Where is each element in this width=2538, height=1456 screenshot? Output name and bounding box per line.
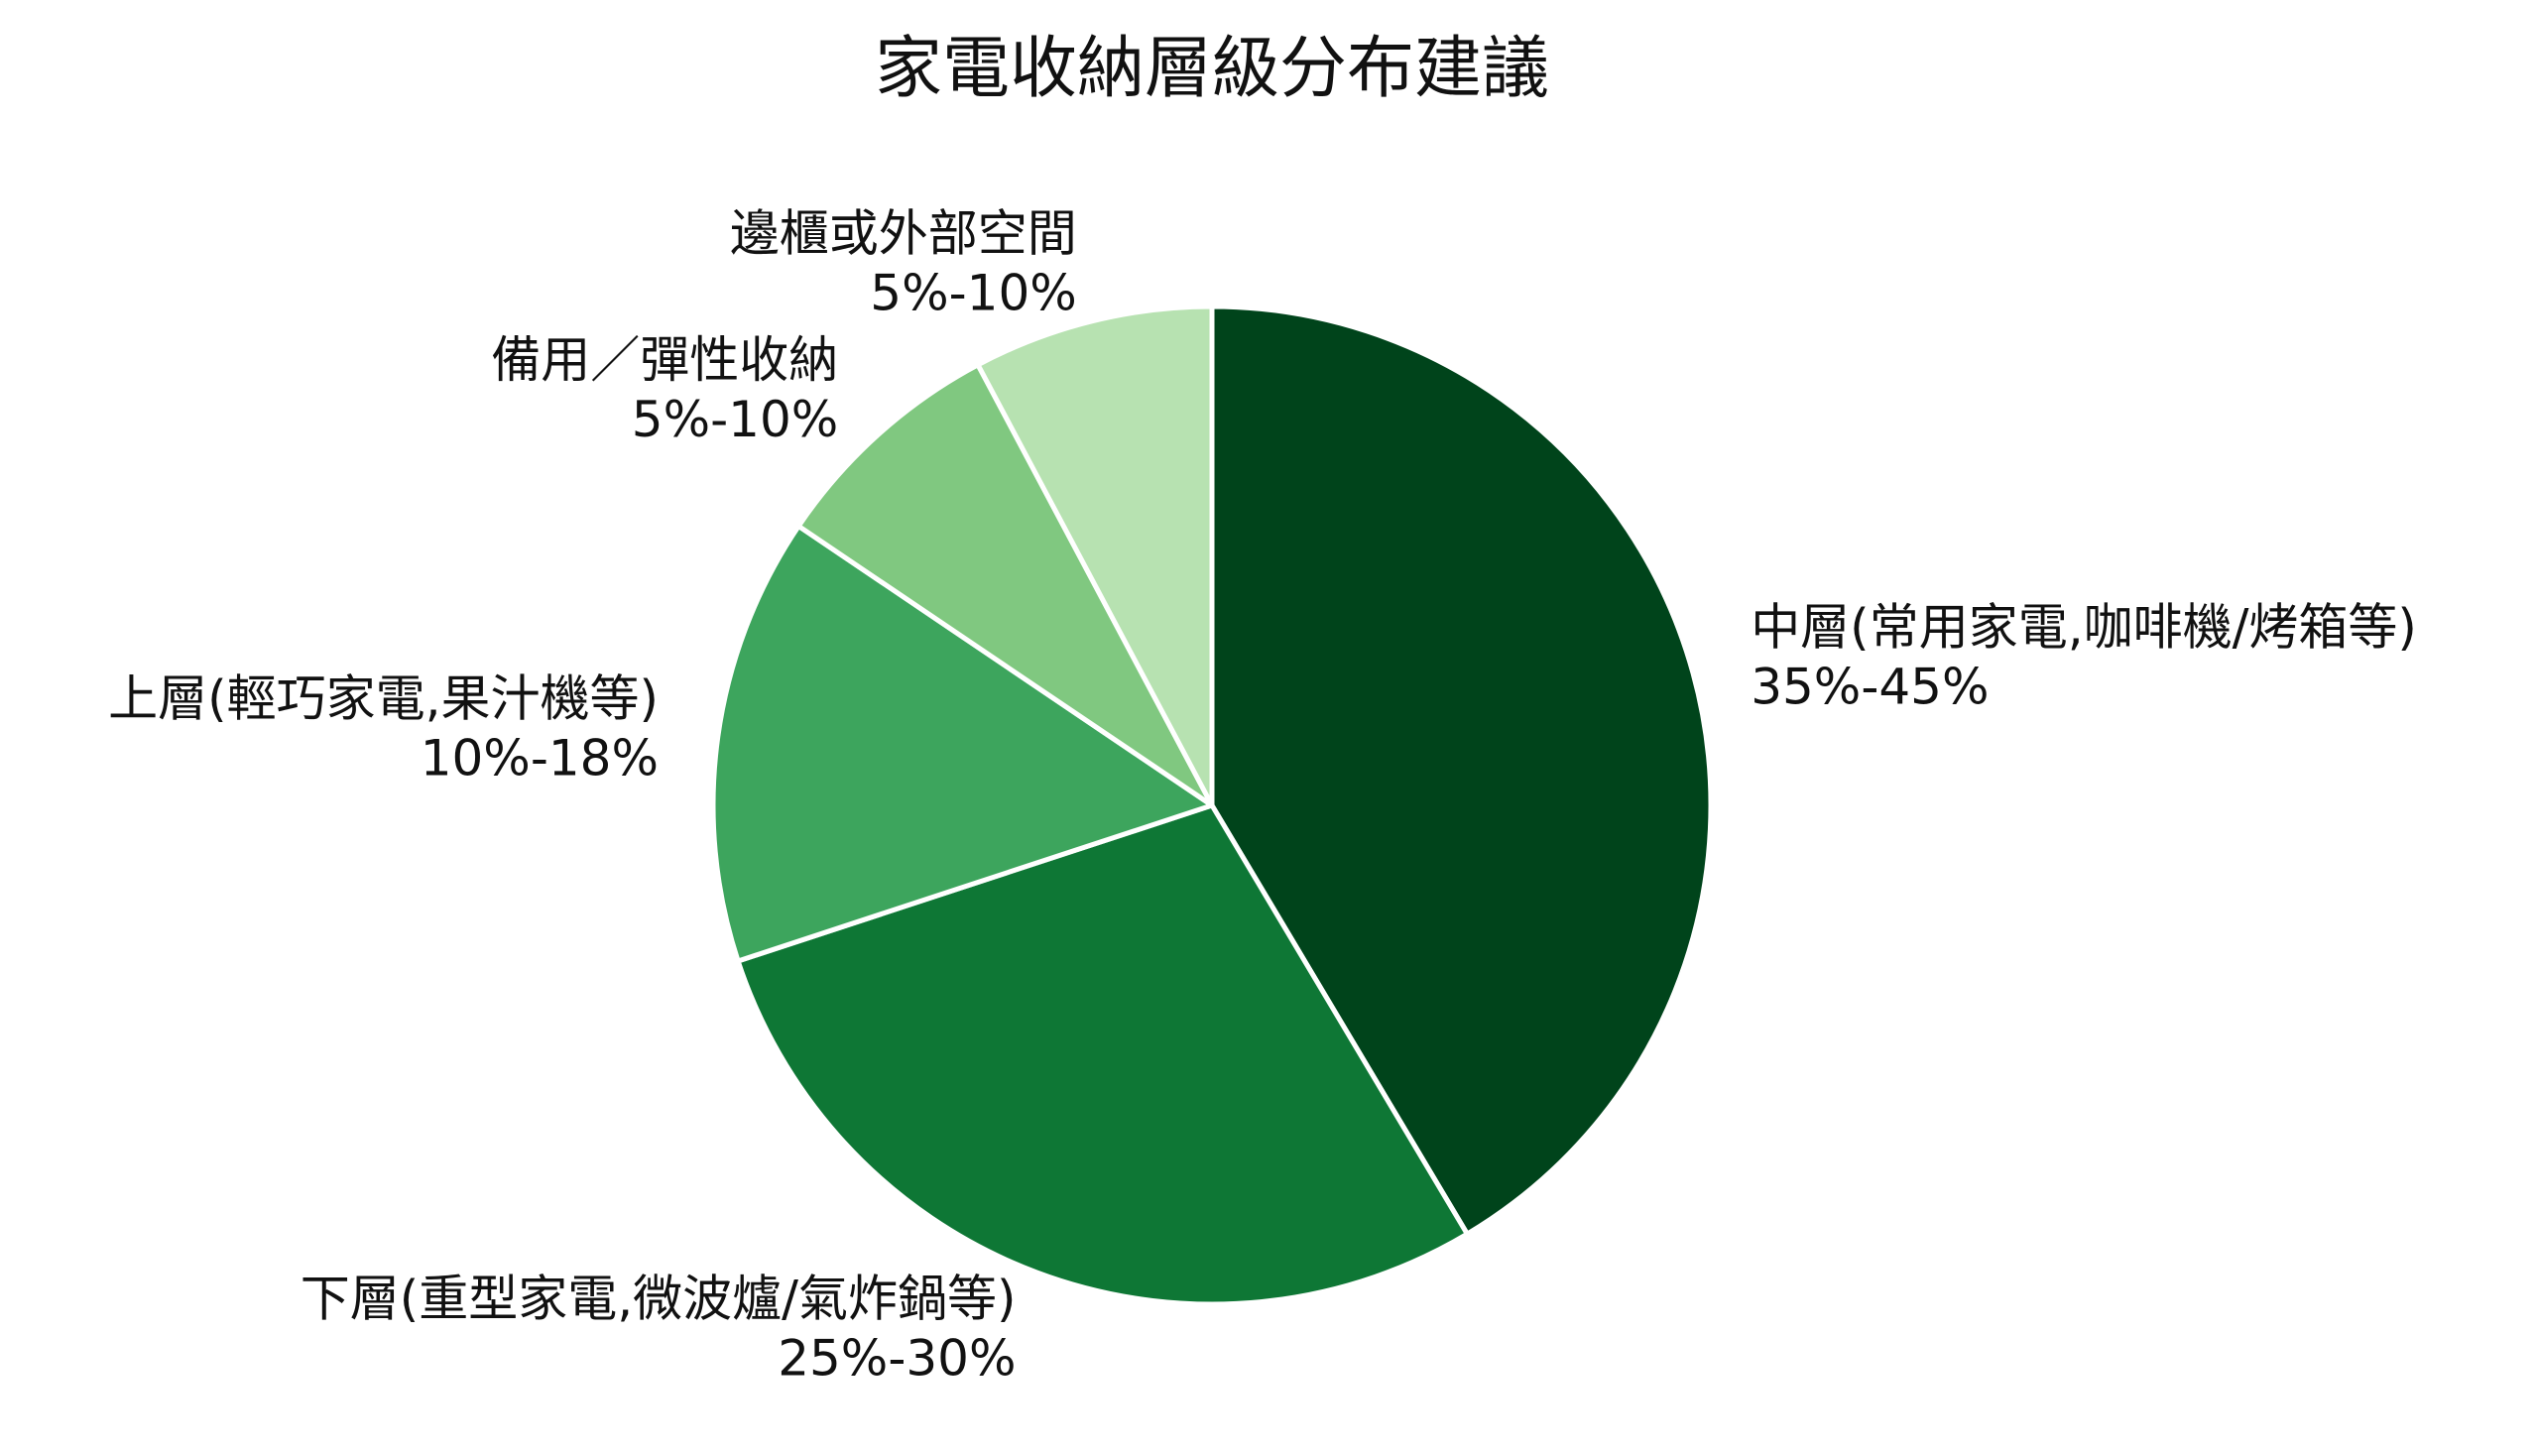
slice-label: 下層(重型家電,微波爐/氣炸鍋等)	[301, 1271, 1017, 1328]
pie-slices	[710, 303, 1714, 1307]
pie-slice	[735, 802, 1470, 1307]
slice-label: 中層(常用家電,咖啡機/烤箱等)	[1751, 599, 2417, 657]
pie-slice	[795, 362, 1215, 808]
slice-label: 邊櫃或外部空間	[730, 204, 1077, 262]
slice-label: 備用／彈性收納	[491, 331, 838, 389]
slice-range-label: 10%-18%	[421, 729, 659, 787]
slice-label: 上層(輕巧家電,果汁機等)	[108, 669, 659, 727]
chart-title: 家電收納層級分布建議	[875, 30, 1549, 108]
pie-labels: 中層(常用家電,咖啡機/烤箱等)35%-45% 下層(重型家電,微波爐/氣炸鍋等)…	[108, 204, 2417, 1387]
pie-slice	[975, 303, 1215, 808]
pie-slice	[710, 523, 1215, 964]
slice-range-label: 5%-10%	[870, 264, 1077, 321]
slice-range-label: 35%-45%	[1751, 659, 1989, 716]
pie-slice	[1209, 303, 1714, 1237]
slice-range-label: 5%-10%	[632, 391, 839, 448]
slice-range-label: 25%-30%	[778, 1330, 1016, 1388]
